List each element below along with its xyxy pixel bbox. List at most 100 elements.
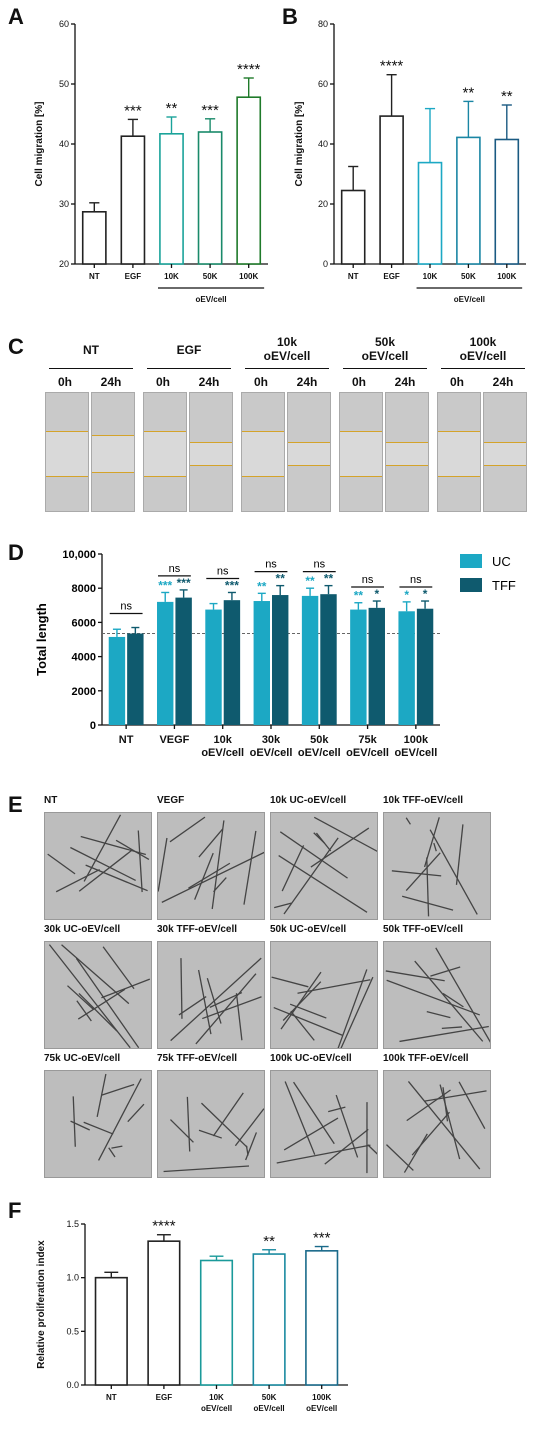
bar-uc xyxy=(350,609,367,725)
tube-formation-image xyxy=(157,941,265,1049)
y-tick-label: 8000 xyxy=(72,583,96,595)
scratch-image xyxy=(287,392,331,512)
bar xyxy=(159,133,184,265)
tube-image-label: 100k UC-oEV/cell xyxy=(270,1053,352,1064)
tube-image-label: 50k TFF-oEV/cell xyxy=(383,924,464,935)
x-tick-label: 50k oEV/cell xyxy=(298,734,341,759)
bar-tff xyxy=(127,633,144,725)
scratch-assay-panel: NT 0h 24h EGF 0h 24h 10k oEV/cell 0h 24h 50k oEV/ce… xyxy=(45,335,545,525)
significance-label: ** xyxy=(166,100,178,117)
bar-tff xyxy=(368,607,385,725)
significance-label: **** xyxy=(152,1218,176,1235)
ns-label: ns xyxy=(265,559,277,571)
significance-label: * xyxy=(404,588,409,602)
scratch-group-label: 50k oEV/cell xyxy=(361,335,409,363)
tube-image-label: 100k TFF-oEV/cell xyxy=(383,1053,469,1064)
y-tick-label: 30 xyxy=(59,199,69,209)
tube-image-label: VEGF xyxy=(157,795,185,806)
panel-label-f: F xyxy=(8,1198,22,1223)
bar xyxy=(147,1240,181,1386)
y-tick-label: 60 xyxy=(59,19,69,29)
wound-gap xyxy=(386,442,428,466)
bar xyxy=(417,161,443,265)
y-axis-label: Relative proliferation index xyxy=(36,1240,47,1369)
bar xyxy=(120,135,146,265)
scratch-image xyxy=(483,392,527,512)
tube-formation-image xyxy=(44,941,152,1049)
x-tick-label: 100K oEV/cell xyxy=(306,1393,337,1413)
scratch-image xyxy=(241,392,285,512)
y-tick-label: 10,000 xyxy=(62,549,96,561)
x-tick-label: 75k oEV/cell xyxy=(346,734,389,759)
bar-tff xyxy=(223,600,241,725)
x-tick-label: 30k oEV/cell xyxy=(250,734,293,759)
bar-tff xyxy=(320,594,337,725)
scratch-group-underline xyxy=(147,368,231,369)
y-tick-label: 4000 xyxy=(72,652,96,664)
x-tick-label: 10K xyxy=(423,272,438,281)
bar-tff xyxy=(175,597,192,725)
significance-label: * xyxy=(374,587,379,601)
scratch-group-label: 10k oEV/cell xyxy=(263,335,311,363)
scratch-time-label: 0h xyxy=(351,375,366,389)
tube-formation-image xyxy=(270,1070,378,1178)
scratch-time-label: 24h xyxy=(492,375,514,389)
significance-label: ** xyxy=(463,84,475,101)
x-tick-label: 50K xyxy=(461,272,476,281)
wound-gap xyxy=(46,431,88,477)
panel-label-b: B xyxy=(282,4,298,29)
scratch-time-label: 24h xyxy=(100,375,122,389)
y-axis-label: Total length xyxy=(34,603,49,676)
x-tick-label: 100K xyxy=(239,272,258,281)
significance-label: ** xyxy=(501,88,513,105)
group-label: oEV/cell xyxy=(454,295,485,304)
tube-formation-image xyxy=(383,1070,491,1178)
significance-label: *** xyxy=(313,1230,331,1247)
significance-label: **** xyxy=(380,58,404,75)
legend-swatch-uc xyxy=(460,554,482,568)
scratch-group-label: EGF xyxy=(176,343,202,357)
significance-label: *** xyxy=(225,578,239,592)
y-tick-label: 0 xyxy=(90,720,96,732)
bar-uc xyxy=(108,636,126,725)
bar xyxy=(197,131,223,265)
bar-tff xyxy=(272,595,289,725)
significance-label: *** xyxy=(158,578,172,592)
tube-formation-image xyxy=(157,1070,265,1178)
bar xyxy=(81,211,107,265)
bar xyxy=(379,115,404,265)
wound-gap xyxy=(484,442,526,466)
x-tick-label: EGF xyxy=(383,272,400,281)
tube-image-label: 75k UC-oEV/cell xyxy=(44,1053,121,1064)
significance-label: ** xyxy=(354,589,364,603)
tube-formation-image xyxy=(157,812,265,920)
chart-a-migration: 20 30 40 50 60 Cell migration [%] NT EGF *** 10K *… xyxy=(34,19,268,304)
scratch-time-label: 24h xyxy=(198,375,220,389)
tube-image-label: 75k TFF-oEV/cell xyxy=(157,1053,238,1064)
x-tick-label: EGF xyxy=(125,272,142,281)
wound-gap xyxy=(438,431,480,477)
significance-label: **** xyxy=(237,61,261,78)
y-tick-label: 80 xyxy=(318,19,328,29)
scratch-image xyxy=(437,392,481,512)
bar xyxy=(94,1276,128,1386)
bar xyxy=(456,136,481,265)
scratch-group-underline xyxy=(441,368,525,369)
panel-label-e: E xyxy=(8,792,23,817)
tube-formation-image xyxy=(383,812,491,920)
x-tick-label: NT xyxy=(119,734,134,746)
bar xyxy=(494,138,520,265)
y-tick-label: 0.5 xyxy=(66,1326,79,1336)
x-tick-label: 50K xyxy=(203,272,218,281)
ns-label: ns xyxy=(313,559,325,571)
legend-swatch-tff xyxy=(460,578,482,592)
tube-formation-image xyxy=(44,812,152,920)
panel-label-a: A xyxy=(8,4,24,29)
x-tick-label: 10K oEV/cell xyxy=(201,1393,232,1413)
group-label: oEV/cell xyxy=(196,295,227,304)
x-tick-label: EGF xyxy=(156,1393,173,1402)
tube-formation-image xyxy=(270,812,378,920)
scratch-group-label: 100k oEV/cell xyxy=(459,335,507,363)
x-tick-label: 50K oEV/cell xyxy=(254,1393,285,1413)
